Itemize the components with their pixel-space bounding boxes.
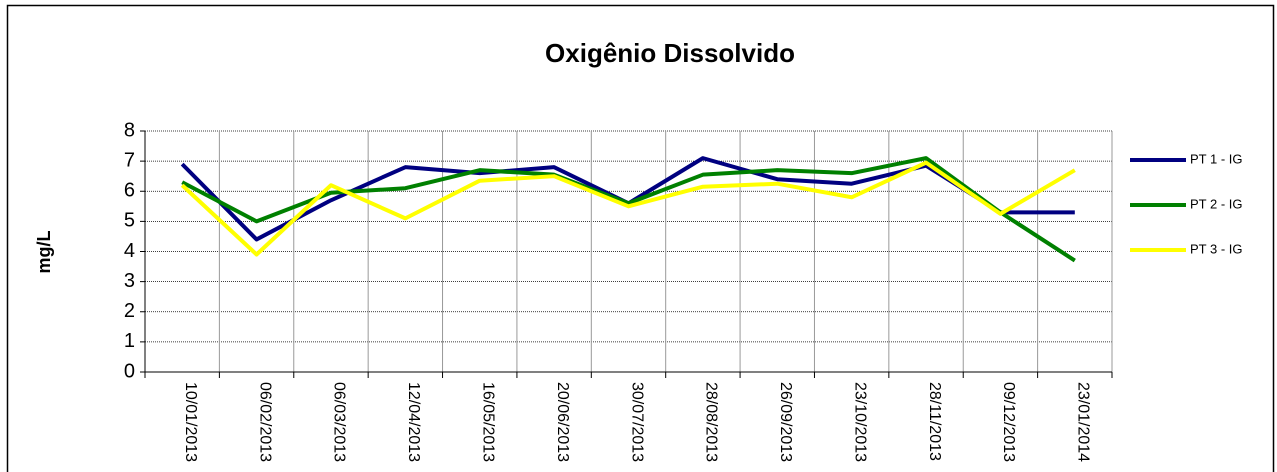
- legend-label: PT 3 - IG: [1190, 241, 1243, 256]
- y-tick-label: 2: [124, 300, 135, 322]
- legend-label: PT 2 - IG: [1190, 196, 1243, 211]
- chart-area: [6, 4, 1275, 472]
- x-tick-label: 12/04/2013: [405, 382, 422, 462]
- y-axis-label: mg/L: [34, 230, 54, 273]
- x-tick-label: 28/08/2013: [703, 382, 720, 462]
- y-tick-label: 4: [124, 240, 135, 262]
- x-tick-label: 06/03/2013: [331, 382, 348, 462]
- chart-title: Oxigênio Dissolvido: [545, 38, 795, 68]
- x-tick-label: 23/10/2013: [851, 382, 868, 462]
- y-tick-label: 5: [124, 210, 135, 232]
- x-tick-label: 20/06/2013: [554, 382, 571, 462]
- x-tick-label: 09/12/2013: [1000, 382, 1017, 462]
- x-tick-label: 10/01/2013: [182, 382, 199, 462]
- x-tick-label: 06/02/2013: [256, 382, 273, 462]
- y-tick-label: 1: [124, 330, 135, 352]
- y-tick-label: 7: [124, 149, 135, 171]
- x-tick-label: 26/09/2013: [777, 382, 794, 462]
- y-tick-label: 8: [124, 119, 135, 141]
- x-tick-label: 28/11/2013: [926, 382, 943, 461]
- x-tick-label: 23/01/2014: [1075, 382, 1092, 462]
- y-tick-label: 0: [124, 360, 135, 382]
- y-tick-label: 6: [124, 180, 135, 202]
- y-tick-label: 3: [124, 270, 135, 292]
- series-line: [181, 156, 1076, 263]
- series-line: [180, 160, 1076, 257]
- x-tick-label: 30/07/2013: [628, 382, 645, 462]
- legend-label: PT 1 - IG: [1190, 151, 1243, 166]
- x-tick-label: 16/05/2013: [479, 382, 496, 462]
